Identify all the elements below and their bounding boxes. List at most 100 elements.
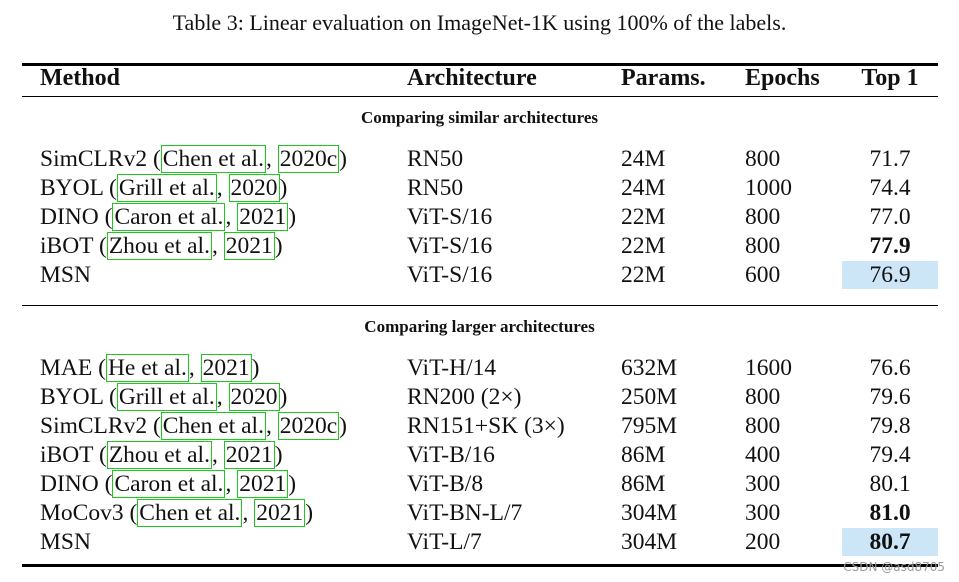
method-name: MoCov3 bbox=[40, 500, 124, 526]
top1-cell: 74.4 bbox=[869, 175, 911, 201]
architecture-cell: ViT-S/16 bbox=[407, 262, 493, 288]
architecture-cell: RN151+SK (3×) bbox=[407, 413, 565, 439]
method-name: MAE bbox=[40, 355, 93, 381]
method-cell: SimCLRv2 (Chen et al., 2020c) bbox=[40, 145, 347, 173]
top1-cell: 77.0 bbox=[869, 204, 911, 230]
top1-cell: 80.7 bbox=[842, 528, 938, 556]
section-title: Comparing similar architectures bbox=[360, 108, 599, 127]
architecture-cell: ViT-S/16 bbox=[407, 204, 493, 230]
method-cell: DINO (Caron et al., 2021) bbox=[40, 203, 297, 231]
epochs-cell: 400 bbox=[745, 442, 781, 468]
header-top1: Top 1 bbox=[861, 65, 919, 91]
top1-cell: 80.1 bbox=[869, 471, 911, 497]
top1-cell: 79.8 bbox=[869, 413, 911, 439]
header-epochs: Epochs bbox=[745, 65, 820, 91]
citation-year-link[interactable]: 2020c bbox=[277, 412, 340, 440]
header-row: Method Architecture Params. Epochs Top 1 bbox=[0, 62, 959, 94]
epochs-cell: 300 bbox=[745, 500, 781, 526]
epochs-cell: 1000 bbox=[745, 175, 792, 201]
top-rule bbox=[22, 63, 938, 66]
method-name: MSN bbox=[40, 262, 91, 288]
citation-author-link[interactable]: Zhou et al. bbox=[106, 441, 212, 469]
architecture-cell: ViT-L/7 bbox=[407, 529, 482, 555]
header-params: Params. bbox=[621, 65, 706, 91]
table-row: SimCLRv2 (Chen et al., 2020c) RN50 24M 800 7… bbox=[0, 145, 959, 174]
table-row: BYOL (Grill et al., 2020) RN50 24M 1000 74.4 bbox=[0, 174, 959, 203]
method-name: SimCLRv2 bbox=[40, 146, 148, 172]
params-cell: 795M bbox=[621, 413, 678, 439]
params-cell: 22M bbox=[621, 262, 666, 288]
method-cell: MAE (He et al., 2021) bbox=[40, 354, 260, 382]
epochs-cell: 800 bbox=[745, 413, 781, 439]
epochs-cell: 600 bbox=[745, 262, 781, 288]
method-cell: SimCLRv2 (Chen et al., 2020c) bbox=[40, 412, 347, 440]
table-row: SimCLRv2 (Chen et al., 2020c) RN151+SK (3… bbox=[0, 412, 959, 441]
architecture-cell: ViT-H/14 bbox=[407, 355, 497, 381]
method-cell: DINO (Caron et al., 2021) bbox=[40, 470, 297, 498]
epochs-cell: 800 bbox=[745, 384, 781, 410]
epochs-cell: 1600 bbox=[745, 355, 792, 381]
method-name: MSN bbox=[40, 529, 91, 555]
method-name: iBOT bbox=[40, 442, 94, 468]
table-row: MAE (He et al., 2021) ViT-H/14 632M 1600 76.… bbox=[0, 354, 959, 383]
citation-year-link[interactable]: 2020c bbox=[277, 145, 340, 173]
citation-author-link[interactable]: Chen et al. bbox=[160, 145, 266, 173]
citation-year-link[interactable]: 2021 bbox=[237, 203, 289, 231]
citation-author-link[interactable]: Chen et al. bbox=[137, 499, 243, 527]
citation-author-link[interactable]: Caron et al. bbox=[112, 203, 226, 231]
method-cell: MSN bbox=[40, 528, 91, 557]
citation-author-link[interactable]: He et al. bbox=[105, 354, 189, 382]
table-row: DINO (Caron et al., 2021) ViT-B/8 86M 300 80… bbox=[0, 470, 959, 499]
header-architecture: Architecture bbox=[407, 65, 537, 91]
method-cell: MoCov3 (Chen et al., 2021) bbox=[40, 499, 314, 527]
params-cell: 304M bbox=[621, 529, 678, 555]
architecture-cell: RN200 (2×) bbox=[407, 384, 522, 410]
table-row: BYOL (Grill et al., 2020) RN200 (2×) 250M 8… bbox=[0, 383, 959, 412]
top1-cell: 76.6 bbox=[869, 355, 911, 381]
params-cell: 250M bbox=[621, 384, 678, 410]
citation-year-link[interactable]: 2021 bbox=[223, 441, 275, 469]
citation-author-link[interactable]: Chen et al. bbox=[160, 412, 266, 440]
table-row: iBOT (Zhou et al., 2021) ViT-B/16 86M 400 79… bbox=[0, 441, 959, 470]
method-name: BYOL bbox=[40, 175, 104, 201]
bottom-rule bbox=[22, 564, 938, 567]
citation-author-link[interactable]: Caron et al. bbox=[112, 470, 226, 498]
method-cell: iBOT (Zhou et al., 2021) bbox=[40, 232, 283, 260]
params-cell: 632M bbox=[621, 355, 678, 381]
table-row: MoCov3 (Chen et al., 2021) ViT-BN-L/7 304M… bbox=[0, 499, 959, 528]
method-name: iBOT bbox=[40, 233, 94, 259]
citation-year-link[interactable]: 2020 bbox=[228, 174, 280, 202]
header-rule bbox=[22, 96, 938, 97]
params-cell: 86M bbox=[621, 442, 666, 468]
top1-cell: 77.9 bbox=[869, 233, 911, 259]
method-name: SimCLRv2 bbox=[40, 413, 148, 439]
architecture-cell: RN50 bbox=[407, 175, 464, 201]
architecture-cell: RN50 bbox=[407, 146, 464, 172]
top1-cell: 79.4 bbox=[869, 442, 911, 468]
citation-year-link[interactable]: 2021 bbox=[254, 499, 306, 527]
method-name: DINO bbox=[40, 471, 99, 497]
method-name: BYOL bbox=[40, 384, 104, 410]
citation-author-link[interactable]: Zhou et al. bbox=[106, 232, 212, 260]
method-name: DINO bbox=[40, 204, 99, 230]
table-row: DINO (Caron et al., 2021) ViT-S/16 22M 800 7… bbox=[0, 203, 959, 232]
architecture-cell: ViT-B/16 bbox=[407, 442, 495, 468]
top1-cell: 76.9 bbox=[842, 261, 938, 289]
epochs-cell: 800 bbox=[745, 204, 781, 230]
citation-year-link[interactable]: 2021 bbox=[237, 470, 289, 498]
citation-author-link[interactable]: Grill et al. bbox=[116, 383, 217, 411]
method-cell: iBOT (Zhou et al., 2021) bbox=[40, 441, 283, 469]
citation-year-link[interactable]: 2021 bbox=[200, 354, 252, 382]
method-cell: MSN bbox=[40, 261, 91, 290]
citation-author-link[interactable]: Grill et al. bbox=[116, 174, 217, 202]
citation-year-link[interactable]: 2021 bbox=[223, 232, 275, 260]
method-cell: BYOL (Grill et al., 2020) bbox=[40, 383, 288, 411]
table-row: MSN ViT-S/16 22M 600 76.9 bbox=[0, 261, 959, 290]
params-cell: 22M bbox=[621, 204, 666, 230]
epochs-cell: 200 bbox=[745, 529, 781, 555]
table-row: iBOT (Zhou et al., 2021) ViT-S/16 22M 800 77… bbox=[0, 232, 959, 261]
params-cell: 304M bbox=[621, 500, 678, 526]
citation-year-link[interactable]: 2020 bbox=[228, 383, 280, 411]
table-row: MSN ViT-L/7 304M 200 80.7 bbox=[0, 528, 959, 557]
architecture-cell: ViT-BN-L/7 bbox=[407, 500, 523, 526]
